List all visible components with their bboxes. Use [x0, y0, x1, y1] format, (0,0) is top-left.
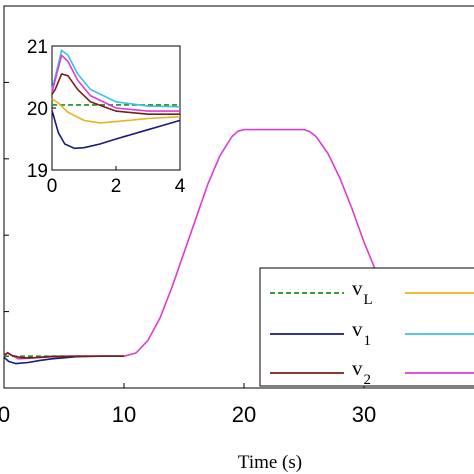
inset-y-tick-label: 20 [27, 99, 48, 120]
inset-series-v2 [51, 73, 180, 115]
main-x-ticks: 01020304 [0, 5, 376, 427]
main-x-tick-label: 0 [0, 402, 10, 427]
inset-series-v1 [51, 110, 181, 150]
inset-x-tick-label: 2 [111, 176, 122, 197]
inset-series-v5 [51, 54, 180, 112]
inset-y-tick-label: 19 [27, 161, 48, 182]
legend-box [259, 267, 474, 387]
inset-series-lines [51, 49, 181, 150]
x-axis-label: Time (s) [238, 452, 302, 473]
inset-series-v4 [51, 49, 181, 108]
inset-x-tick-label: 0 [47, 176, 58, 197]
main-x-tick-label: 10 [112, 402, 136, 427]
inset-y-tick-label: 21 [27, 37, 48, 58]
main-x-tick-label: 30 [352, 402, 376, 427]
inset-series-v3 [51, 98, 181, 124]
main-x-tick-label: 20 [232, 402, 256, 427]
inset-ticks: 0 2 4 19 20 21 [27, 37, 186, 197]
inset-axes: 0 2 4 19 20 21 [27, 37, 186, 197]
inset-x-tick-label: 4 [175, 176, 186, 197]
main-series-v2 [3, 352, 124, 359]
